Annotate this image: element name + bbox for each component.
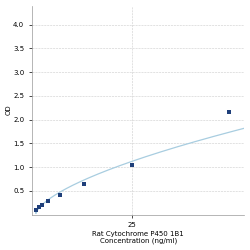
X-axis label: Rat Cytochrome P450 1B1
Concentration (ng/ml): Rat Cytochrome P450 1B1 Concentration (n…: [92, 231, 184, 244]
Point: [37, 206, 41, 210]
Point: [58, 192, 62, 196]
Point: [227, 110, 231, 114]
Point: [46, 199, 50, 203]
Point: [82, 182, 86, 186]
Point: [130, 163, 134, 167]
Point: [40, 203, 44, 207]
Y-axis label: OD: OD: [6, 105, 12, 115]
Point: [34, 208, 38, 212]
